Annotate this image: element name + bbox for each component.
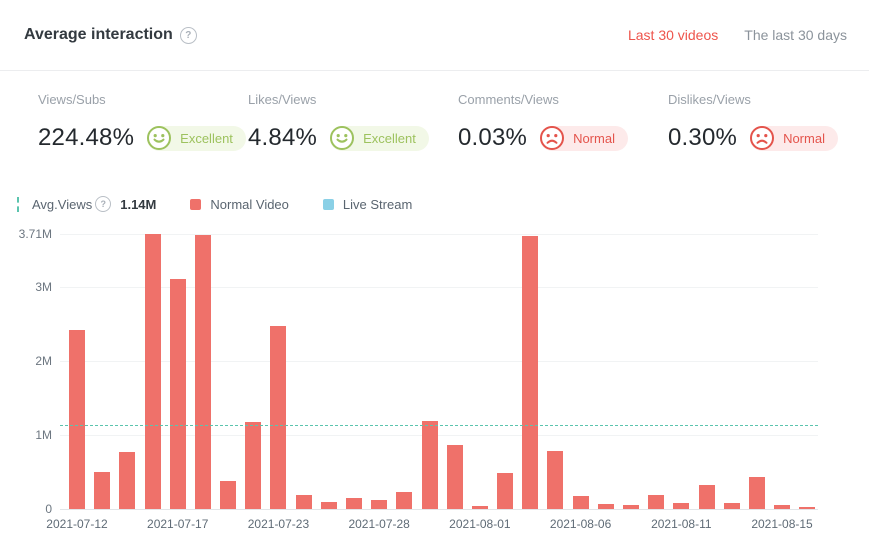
x-axis-tick: 2021-08-11 — [651, 517, 712, 531]
status-badge: Normal — [540, 125, 628, 151]
badge-label: Normal — [573, 130, 615, 146]
legend-label: Live Stream — [342, 196, 413, 212]
gridline-2M — [60, 361, 818, 362]
bar[interactable] — [648, 494, 665, 509]
bar[interactable] — [723, 503, 740, 509]
y-axis-tick: 2M — [35, 354, 52, 368]
bar[interactable] — [220, 480, 237, 509]
legend-item-normal-video[interactable]: Normal Video — [190, 197, 289, 212]
live-stream-swatch-icon — [322, 198, 334, 210]
x-axis-tick: 2021-08-15 — [751, 517, 813, 531]
bar[interactable] — [446, 445, 463, 509]
stat-dislikes-views: Dislikes/Views 0.30% Normal — [668, 92, 869, 152]
stat-label: Views/Subs — [38, 92, 106, 107]
bar[interactable] — [774, 505, 791, 509]
y-axis-tick: 1M — [35, 428, 52, 442]
legend-item-live-stream[interactable]: Live Stream — [322, 196, 413, 212]
status-badge: Excellent — [147, 125, 246, 151]
plot-area — [60, 225, 818, 510]
status-badge: Excellent — [330, 125, 429, 151]
bar[interactable] — [698, 484, 715, 509]
avg-views-value: 1.14M — [120, 196, 157, 212]
x-axis-tick: 2021-08-06 — [549, 517, 612, 531]
bar[interactable] — [799, 506, 816, 509]
bar[interactable] — [522, 235, 539, 509]
y-axis-tick: 3.71M — [18, 227, 52, 242]
chart-legend: Avg.Views ? 1.14M Normal Video Live Stre… — [17, 196, 412, 212]
bar[interactable] — [497, 473, 514, 509]
help-icon[interactable]: ? — [179, 26, 197, 44]
bar[interactable] — [673, 503, 690, 509]
bar[interactable] — [320, 502, 337, 509]
bar[interactable] — [295, 494, 312, 509]
badge-label: Excellent — [363, 130, 416, 146]
avg-views-label: Avg.Views — [32, 196, 93, 212]
badge-label: Excellent — [180, 130, 233, 146]
badge-label: Normal — [783, 130, 825, 146]
x-axis-tick: 2021-07-23 — [247, 517, 310, 531]
card-header: Average interaction ? Last 30 videos The… — [0, 0, 869, 71]
x-axis-tick: 2021-07-17 — [147, 517, 209, 531]
bar[interactable] — [194, 235, 211, 509]
bar[interactable] — [396, 491, 413, 509]
bar[interactable] — [471, 506, 488, 509]
stat-value: 0.03% — [458, 124, 528, 151]
legend-label: Normal Video — [210, 196, 289, 212]
stat-value: 0.30% — [668, 124, 738, 151]
bar[interactable] — [270, 326, 287, 509]
stat-comments-views: Comments/Views 0.03% Normal — [458, 92, 668, 152]
bar[interactable] — [169, 278, 186, 509]
x-axis-tick: 2021-07-28 — [348, 517, 410, 531]
gridline-1M — [60, 435, 818, 436]
stat-value: 224.48% — [38, 124, 135, 151]
stats-row: Views/Subs 224.48% Excellent Likes/Views 4.8… — [38, 92, 869, 152]
bar[interactable] — [421, 420, 438, 509]
bar[interactable] — [345, 497, 362, 509]
bar[interactable] — [69, 329, 85, 509]
bar[interactable] — [748, 477, 765, 509]
bar[interactable] — [622, 505, 639, 509]
bar[interactable] — [547, 451, 564, 509]
avg-views-help-icon[interactable]: ? — [95, 196, 112, 212]
avg-views-line — [60, 424, 818, 426]
stat-label: Dislikes/Views — [668, 92, 751, 107]
bar[interactable] — [245, 421, 262, 509]
gridline-3.71M — [60, 234, 818, 236]
stat-label: Likes/Views — [248, 92, 317, 107]
tab-last-30-days[interactable]: The last 30 days — [744, 27, 847, 43]
y-axis-tick: 3M — [35, 280, 52, 294]
bar[interactable] — [597, 503, 614, 509]
stat-label: Comments/Views — [458, 92, 559, 107]
views-bar-chart: 0 1M 2M 3M 3.71M 2021-07-12 2021-07-17 2021-07-… — [0, 225, 869, 540]
gridline-3M — [60, 287, 818, 288]
stat-likes-views: Likes/Views 4.84% Excellent — [248, 92, 458, 152]
stat-views-subs: Views/Subs 224.48% Excellent — [38, 92, 248, 152]
x-axis-tick: 2021-08-01 — [449, 517, 511, 531]
tab-last-30-videos[interactable]: Last 30 videos — [627, 27, 719, 43]
bar[interactable] — [572, 496, 589, 509]
range-tabs: Last 30 videos The last 30 days — [628, 27, 847, 43]
bar[interactable] — [371, 500, 388, 509]
page-title: Average interaction — [24, 26, 173, 43]
normal-video-swatch-icon — [190, 198, 202, 210]
x-axis-tick: 2021-07-12 — [46, 517, 108, 531]
bar[interactable] — [94, 472, 111, 509]
bar[interactable] — [144, 234, 161, 509]
y-axis-tick: 0 — [45, 502, 52, 516]
stat-value: 4.84% — [248, 124, 318, 151]
avg-line-icon — [17, 196, 19, 212]
gridline-0 — [60, 509, 818, 510]
status-badge: Normal — [750, 125, 838, 151]
bar[interactable] — [119, 452, 136, 509]
